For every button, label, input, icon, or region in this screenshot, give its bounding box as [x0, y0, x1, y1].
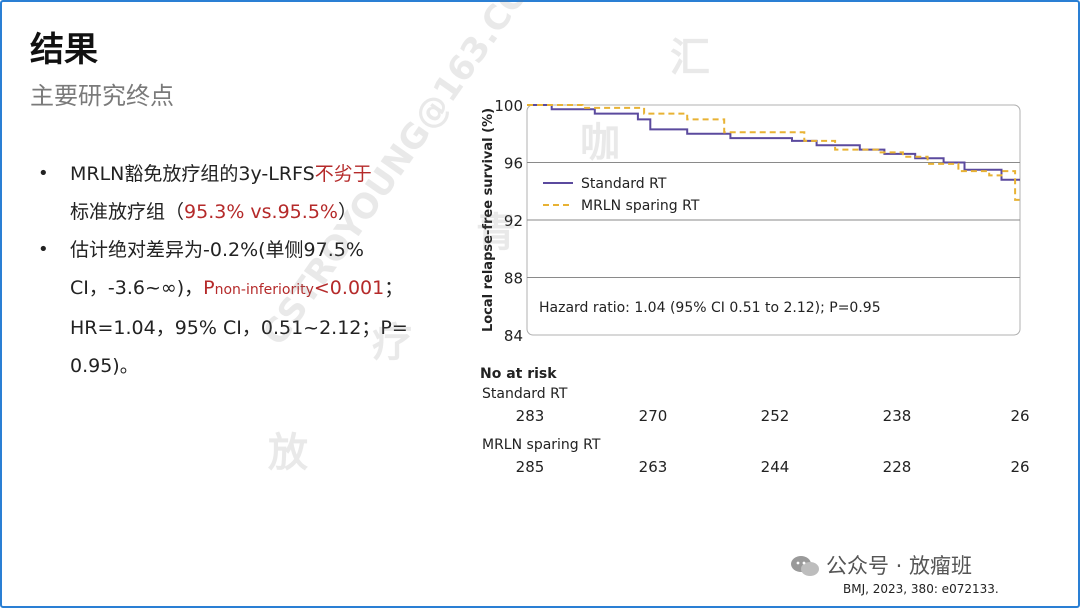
y-tick-label: 84: [504, 327, 523, 345]
slide-title: 结果: [30, 30, 98, 70]
wechat-icon: [791, 556, 819, 576]
bullet-1-text-a: MRLN豁免放疗组的3y-LRFS: [70, 163, 315, 185]
bullet-1-text-b: 标准放疗组（: [70, 201, 185, 223]
bullet-1-highlight: 不劣于: [314, 163, 372, 185]
bullet-dot-icon: •: [38, 239, 49, 260]
risk-row-label-sparing: MRLN sparing RT: [482, 437, 601, 453]
risk-table-title: No at risk: [480, 366, 557, 382]
risk-value: 252: [761, 407, 790, 425]
risk-value: 228: [883, 458, 912, 476]
risk-value: 26: [1010, 407, 1029, 425]
citation: BMJ, 2023, 380: e072133.: [843, 582, 999, 596]
watermark-cn-5: 汇: [670, 35, 710, 81]
km-chart: 84 88 92 96 100 Local relapse-free survival …: [480, 97, 1030, 476]
y-tick-label: 92: [504, 212, 523, 230]
p-main: P: [203, 277, 215, 299]
risk-value: 244: [761, 458, 790, 476]
legend-label-standard: Standard RT: [581, 176, 667, 192]
bullet-1-text-c: ）: [337, 201, 357, 223]
risk-row-label-standard: Standard RT: [482, 386, 568, 402]
p-subscript: non-inferiority: [214, 282, 314, 298]
risk-value: 285: [516, 458, 545, 476]
wechat-account: 公众号 · 放瘤班: [790, 550, 972, 580]
legend-label-sparing: MRLN sparing RT: [581, 198, 700, 214]
bullet-dot-icon: •: [38, 163, 49, 184]
bullet-1: • MRLN豁免放疗组的3y-LRFS不劣于 标准放疗组（95.3% vs.95…: [38, 155, 448, 231]
slide-subtitle: 主要研究终点: [30, 82, 174, 110]
p-value: <0.001: [313, 277, 385, 299]
y-tick-label: 96: [504, 155, 523, 173]
bullet-2-text-a: 估计绝对差异为-0.2%(单侧97.5% CI，-3.6~∞)，: [70, 239, 364, 299]
y-tick-label: 100: [494, 97, 523, 115]
watermark-cn-3: 青: [476, 210, 516, 256]
bullet-2-text-b: ；HR=1.04，95% CI，0.51~2.12；P= 0.95)。: [70, 277, 408, 377]
risk-value: 270: [639, 407, 668, 425]
risk-value: 26: [1010, 458, 1029, 476]
y-axis-label: Local relapse-free survival (%): [481, 108, 496, 332]
bullet-2: • 估计绝对差异为-0.2%(单侧97.5% CI，-3.6~∞)，Pnon-i…: [38, 231, 448, 385]
p-noninferiority: Pnon-inferiority<0.001: [203, 277, 384, 299]
risk-value: 238: [883, 407, 912, 425]
risk-value: 263: [639, 458, 668, 476]
watermark-cn-1: 放: [268, 430, 308, 476]
watermark-cn-4: 咖: [580, 120, 620, 166]
risk-value: 283: [516, 407, 545, 425]
watermark-cn-2: 疗: [372, 320, 412, 366]
legend: Standard RT MRLN sparing RT: [543, 176, 700, 214]
hazard-ratio-annotation: Hazard ratio: 1.04 (95% CI 0.51 to 2.12)…: [539, 300, 881, 316]
bullet-list: • MRLN豁免放疗组的3y-LRFS不劣于 标准放疗组（95.3% vs.95…: [38, 155, 448, 385]
wechat-label: 公众号 · 放瘤班: [826, 554, 973, 578]
bullet-1-rates: 95.3% vs.95.5%: [184, 201, 338, 223]
y-tick-label: 88: [504, 270, 523, 288]
